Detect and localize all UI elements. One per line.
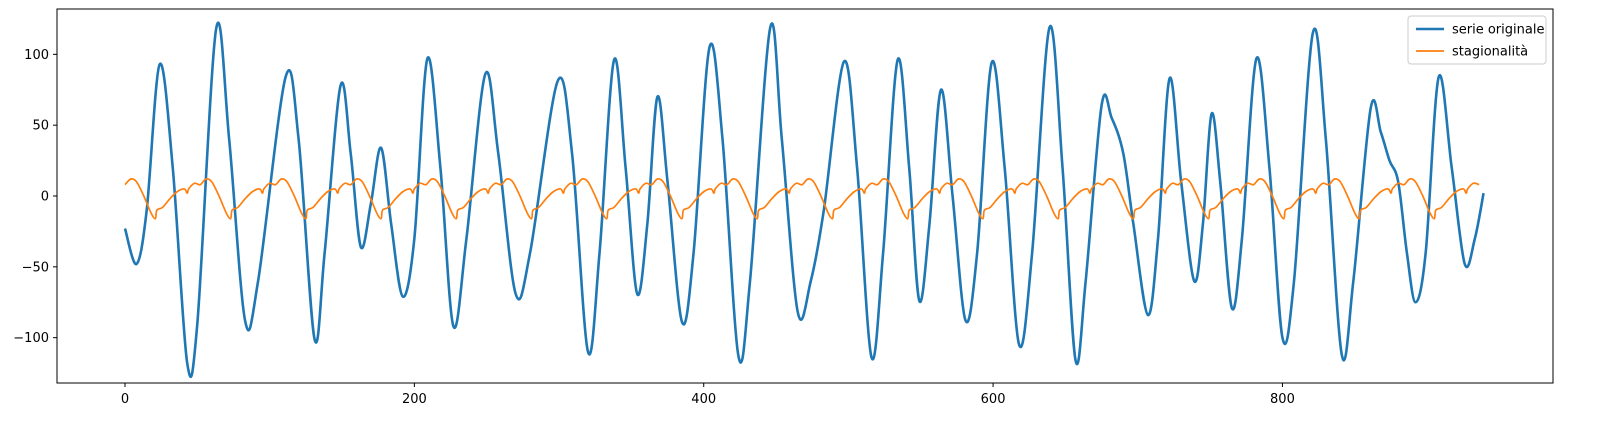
y-tick-label: 0 bbox=[41, 190, 49, 205]
x-tick-label: 600 bbox=[981, 392, 1006, 407]
x-tick-label: 800 bbox=[1270, 392, 1295, 407]
legend-label: serie originale bbox=[1452, 23, 1544, 38]
series-line-stagionalita bbox=[124, 177, 1480, 220]
x-tick-label: 200 bbox=[402, 392, 427, 407]
y-tick-label: 50 bbox=[32, 119, 49, 134]
legend-label: stagionalità bbox=[1452, 45, 1528, 60]
plot-area bbox=[56, 8, 1554, 384]
x-tick-label: 0 bbox=[121, 392, 129, 407]
plot-frame bbox=[56, 8, 1554, 384]
y-tick-label: 100 bbox=[24, 48, 49, 63]
y-axis: −100 −50 0 50 100 bbox=[13, 48, 57, 346]
x-axis: 0 200 400 600 800 bbox=[121, 383, 1295, 407]
y-tick-label: −100 bbox=[13, 331, 49, 346]
legend: serie originale stagionalità bbox=[1407, 15, 1547, 65]
x-tick-label: 400 bbox=[691, 392, 716, 407]
y-tick-label: −50 bbox=[22, 260, 49, 275]
series-line-serie-originale bbox=[123, 21, 1485, 378]
